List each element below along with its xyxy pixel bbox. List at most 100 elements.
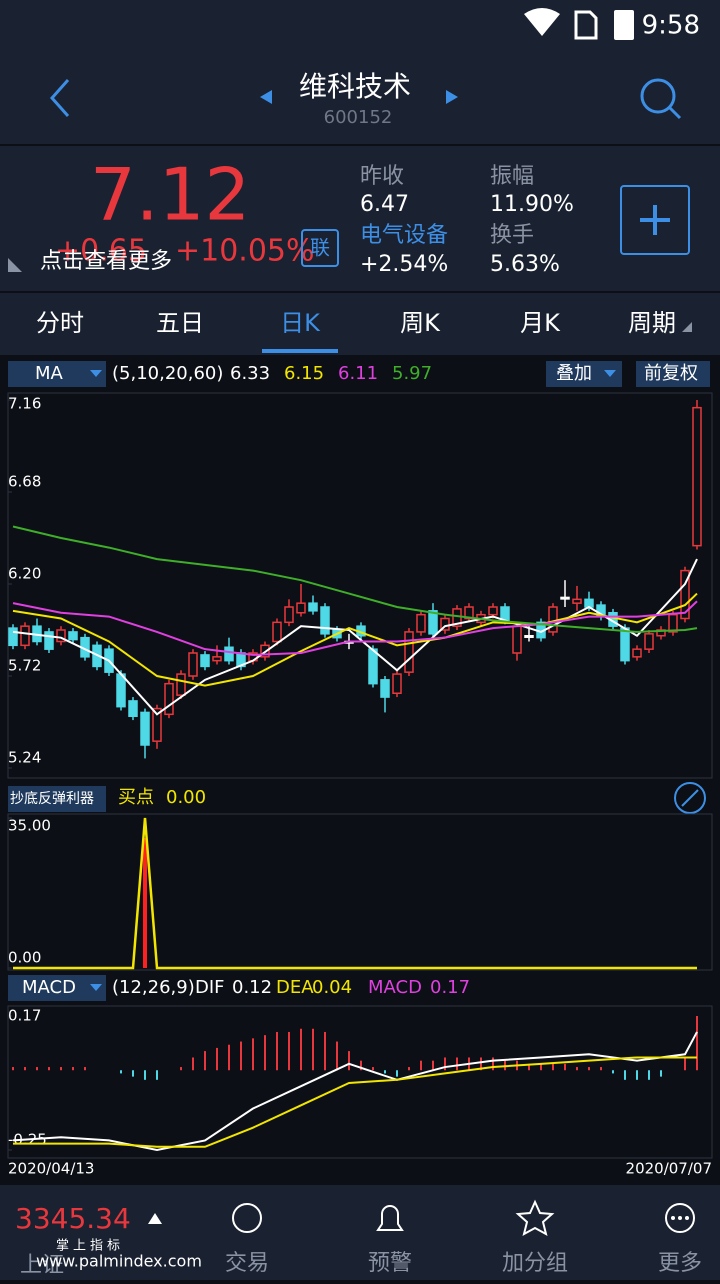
- candle-body: [116, 673, 126, 708]
- button-label: 前复权: [644, 363, 698, 384]
- sector-label[interactable]: 电气设备: [360, 223, 448, 248]
- legend-value: 0.12: [232, 977, 272, 998]
- candle-body: [500, 606, 510, 622]
- index-value: 3345.34: [15, 1202, 131, 1235]
- y-tick-label: 6.20: [8, 565, 41, 583]
- candle-body: [404, 631, 414, 673]
- stock-code: 600152: [324, 107, 393, 128]
- ma-value: 6.11: [338, 363, 378, 384]
- stat-label: 换手: [490, 223, 534, 248]
- nav-group[interactable]: [515, 1199, 555, 1236]
- ma-dropdown[interactable]: [8, 361, 106, 387]
- line: [12, 558, 698, 716]
- line: [13, 1056, 697, 1148]
- dropdown-arrow: [604, 370, 616, 377]
- tab[interactable]: 月K: [520, 309, 561, 337]
- candle-body: [44, 631, 54, 650]
- panel-frame: [7, 813, 713, 971]
- stat-value: 11.90%: [490, 192, 574, 217]
- add-button[interactable]: [620, 185, 690, 255]
- ma-value: 6.15: [284, 363, 324, 384]
- candle-body: [512, 625, 522, 654]
- up-arrow: [148, 1213, 162, 1224]
- legend-name: DIF: [195, 977, 225, 998]
- y-tick-label: 6.68: [8, 473, 41, 491]
- candle-body: [224, 646, 234, 662]
- legend-name: DEA: [276, 977, 314, 998]
- candle-body: [320, 606, 330, 635]
- expand-button[interactable]: [674, 782, 706, 814]
- candle-body: [644, 633, 654, 650]
- tab[interactable]: 分时: [36, 309, 84, 337]
- tab-active[interactable]: 日K: [280, 309, 321, 337]
- tab[interactable]: 五日: [156, 309, 204, 337]
- prev-stock[interactable]: [260, 90, 272, 104]
- candle-body: [68, 631, 78, 641]
- candle-body: [392, 673, 402, 694]
- watermark: www.palmindex.com: [36, 1252, 202, 1271]
- indicator-name: 买点: [118, 787, 154, 808]
- ma-label: MA: [35, 363, 64, 384]
- nav-label[interactable]: 交易: [225, 1251, 269, 1276]
- sim-icon: [574, 10, 598, 40]
- candle-body: [620, 627, 630, 662]
- tab[interactable]: 周K: [400, 309, 441, 337]
- header-bg: [0, 0, 720, 355]
- indicator-value: 0.00: [166, 787, 206, 808]
- line: [12, 600, 698, 656]
- change: +0.65: [55, 234, 147, 269]
- y-tick-label: 5.72: [8, 657, 41, 675]
- candle-body: [212, 656, 222, 662]
- tab-corner: [682, 322, 692, 332]
- candle-body: [380, 679, 390, 698]
- candle-body: [524, 635, 534, 638]
- nav-label[interactable]: 加分组: [502, 1251, 568, 1276]
- stat-value: 5.63%: [490, 252, 560, 277]
- adjust-button[interactable]: [636, 361, 710, 387]
- nav-label[interactable]: 更多: [658, 1251, 702, 1276]
- y-tick-label: 5.24: [8, 749, 41, 767]
- candle-body: [584, 598, 594, 608]
- candle-body: [56, 629, 66, 643]
- y-tick-label: 0.17: [8, 1007, 41, 1025]
- candle-body: [572, 598, 582, 604]
- dropdown-arrow: [90, 370, 102, 377]
- line: [12, 525, 698, 633]
- line: [12, 1031, 698, 1152]
- indicator-dropdown[interactable]: [8, 786, 106, 812]
- next-stock[interactable]: [446, 90, 458, 104]
- candle-body: [272, 621, 282, 643]
- button-label: 叠加: [556, 363, 592, 384]
- tab[interactable]: 周期: [628, 309, 676, 337]
- link-button[interactable]: [301, 229, 339, 267]
- panel-frame: [7, 392, 713, 779]
- price: 7.12: [90, 153, 250, 237]
- stat-label: 振幅: [490, 164, 534, 189]
- macd-params: (12,26,9): [112, 977, 195, 998]
- candle-body: [20, 625, 30, 647]
- candle-body: [188, 652, 198, 677]
- candle-body: [164, 682, 174, 716]
- x-label: 2020/07/07: [626, 1160, 712, 1178]
- line: [12, 592, 698, 687]
- line: [13, 817, 697, 970]
- link-label: 联: [310, 236, 330, 260]
- watermark: 掌上指标: [56, 1239, 124, 1254]
- candle-body: [140, 711, 150, 746]
- search-button[interactable]: [640, 78, 682, 120]
- back-button[interactable]: [49, 79, 70, 117]
- nav-trade[interactable]: [232, 1203, 262, 1233]
- legend-name: MACD: [368, 977, 422, 998]
- ma-params: (5,10,20,60): [112, 363, 223, 384]
- macd-dropdown[interactable]: [8, 975, 106, 1001]
- nav-alert[interactable]: [376, 1205, 404, 1231]
- more-hint[interactable]: 点击查看更多: [40, 249, 172, 274]
- bottom-bar: [0, 1185, 720, 1280]
- candle-body: [368, 648, 378, 685]
- dropdown-arrow: [90, 984, 102, 991]
- change-percent: +10.05%: [175, 234, 315, 269]
- nav-more[interactable]: [665, 1203, 695, 1233]
- candle-body: [200, 654, 210, 668]
- nav-label[interactable]: 预警: [368, 1251, 412, 1276]
